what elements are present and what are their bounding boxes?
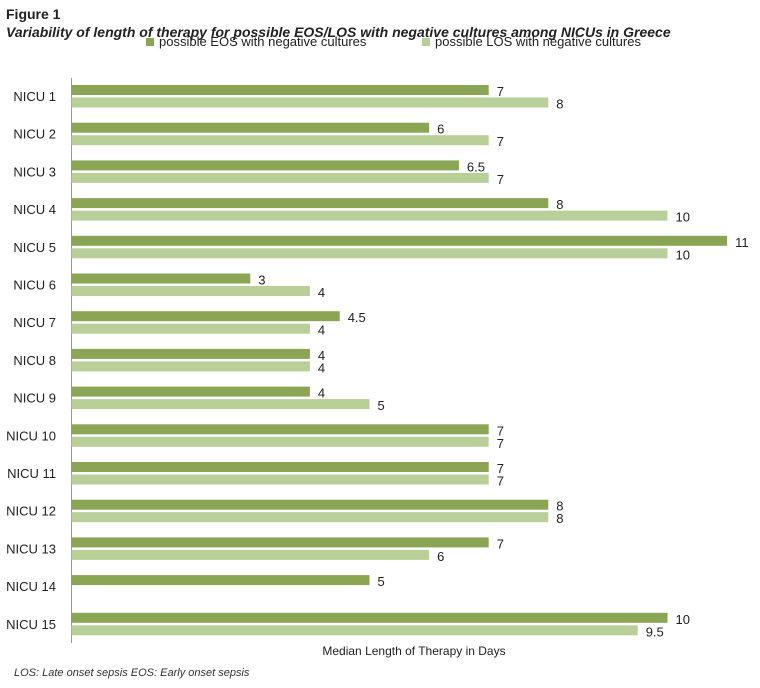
data-label-los: 10 — [676, 247, 690, 262]
bar-eos — [71, 273, 251, 284]
bar-eos — [71, 462, 489, 472]
data-label-eos: 7 — [497, 423, 504, 438]
bar-eos — [71, 575, 370, 586]
data-label-eos: 6.5 — [467, 159, 485, 174]
bar-los — [71, 625, 638, 636]
category-label: NICU 6 — [13, 278, 56, 293]
bar-eos — [71, 311, 340, 322]
data-label-eos: 3 — [258, 273, 265, 288]
data-label-eos: 4 — [318, 386, 325, 401]
data-label-los: 4 — [318, 285, 325, 300]
data-label-eos: 7 — [497, 536, 504, 551]
data-label-los: 7 — [497, 172, 504, 187]
data-label-los: 9.5 — [646, 624, 664, 639]
legend-item-eos: possible EOS with negative cultures — [146, 34, 366, 49]
category-label: NICU 3 — [13, 164, 56, 179]
category-label: NICU 9 — [13, 391, 56, 406]
category-label: NICU 7 — [13, 315, 56, 330]
data-label-eos: 7 — [497, 84, 504, 99]
bar-los — [71, 474, 489, 485]
bar-eos — [71, 499, 549, 510]
figure-label: Figure 1 — [6, 6, 61, 22]
legend-label-eos: possible EOS with negative cultures — [159, 34, 367, 49]
data-label-los: 4 — [318, 360, 325, 375]
legend-item-los: possible LOS with negative cultures — [422, 34, 641, 49]
category-label: NICU 10 — [6, 428, 56, 443]
category-label: NICU 1 — [13, 89, 56, 104]
category-label: NICU 11 — [7, 466, 56, 481]
bar-eos — [71, 198, 549, 209]
data-label-los: 6 — [437, 549, 444, 564]
bar-eos — [71, 348, 310, 359]
category-label: NICU 5 — [13, 240, 56, 255]
bar-los — [71, 323, 310, 334]
bar-los — [71, 436, 489, 447]
bar-eos — [71, 122, 430, 133]
bar-los — [71, 210, 668, 221]
bar-eos — [71, 537, 489, 548]
category-label: NICU 14 — [6, 579, 56, 594]
category-label: NICU 4 — [13, 202, 56, 217]
category-label: NICU 8 — [13, 353, 56, 368]
data-label-los: 7 — [497, 134, 504, 149]
data-label-eos: 8 — [556, 499, 563, 514]
data-label-eos: 7 — [497, 461, 504, 476]
data-label-los: 5 — [378, 398, 385, 413]
data-label-los: 8 — [556, 511, 563, 526]
footnote: LOS: Late onset sepsis EOS: Early onset … — [14, 667, 250, 679]
data-label-los: 10 — [676, 210, 690, 225]
bar-los — [71, 97, 549, 108]
data-label-eos: 10 — [676, 612, 690, 627]
bar-los — [71, 286, 310, 296]
legend-swatch-eos — [146, 37, 154, 46]
data-label-eos: 4.5 — [348, 310, 366, 325]
bar-los — [71, 549, 430, 560]
chart-title: Variability of length of therapy for pos… — [6, 24, 671, 40]
data-label-eos: 6 — [437, 122, 444, 137]
data-label-eos: 4 — [318, 348, 325, 363]
legend-swatch-los — [422, 37, 430, 46]
data-label-eos: 8 — [556, 197, 563, 212]
bar-eos — [71, 386, 310, 397]
bar-eos — [71, 424, 489, 435]
data-label-los: 7 — [497, 436, 504, 451]
category-label: NICU 2 — [13, 127, 56, 142]
bar-los — [71, 248, 668, 259]
category-label: NICU 12 — [6, 504, 56, 519]
bar-los — [71, 512, 549, 523]
bar-los — [71, 172, 489, 183]
x-axis-label: Median Length of Therapy in Days — [322, 644, 505, 658]
bar-eos — [71, 160, 459, 171]
data-label-los: 7 — [497, 474, 504, 489]
data-label-eos: 11 — [735, 235, 749, 250]
data-label-eos: 5 — [378, 574, 385, 589]
data-label-los: 8 — [556, 97, 563, 112]
category-label: NICU 13 — [6, 541, 56, 556]
bar-eos — [71, 612, 668, 623]
data-label-los: 4 — [318, 323, 325, 338]
bar-eos — [71, 85, 489, 95]
category-label: NICU 15 — [6, 617, 56, 632]
bar-los — [71, 135, 489, 146]
legend-label-los: possible LOS with negative cultures — [435, 34, 641, 49]
bar-eos — [71, 235, 728, 246]
bar-los — [71, 361, 310, 372]
bar-los — [71, 399, 370, 410]
